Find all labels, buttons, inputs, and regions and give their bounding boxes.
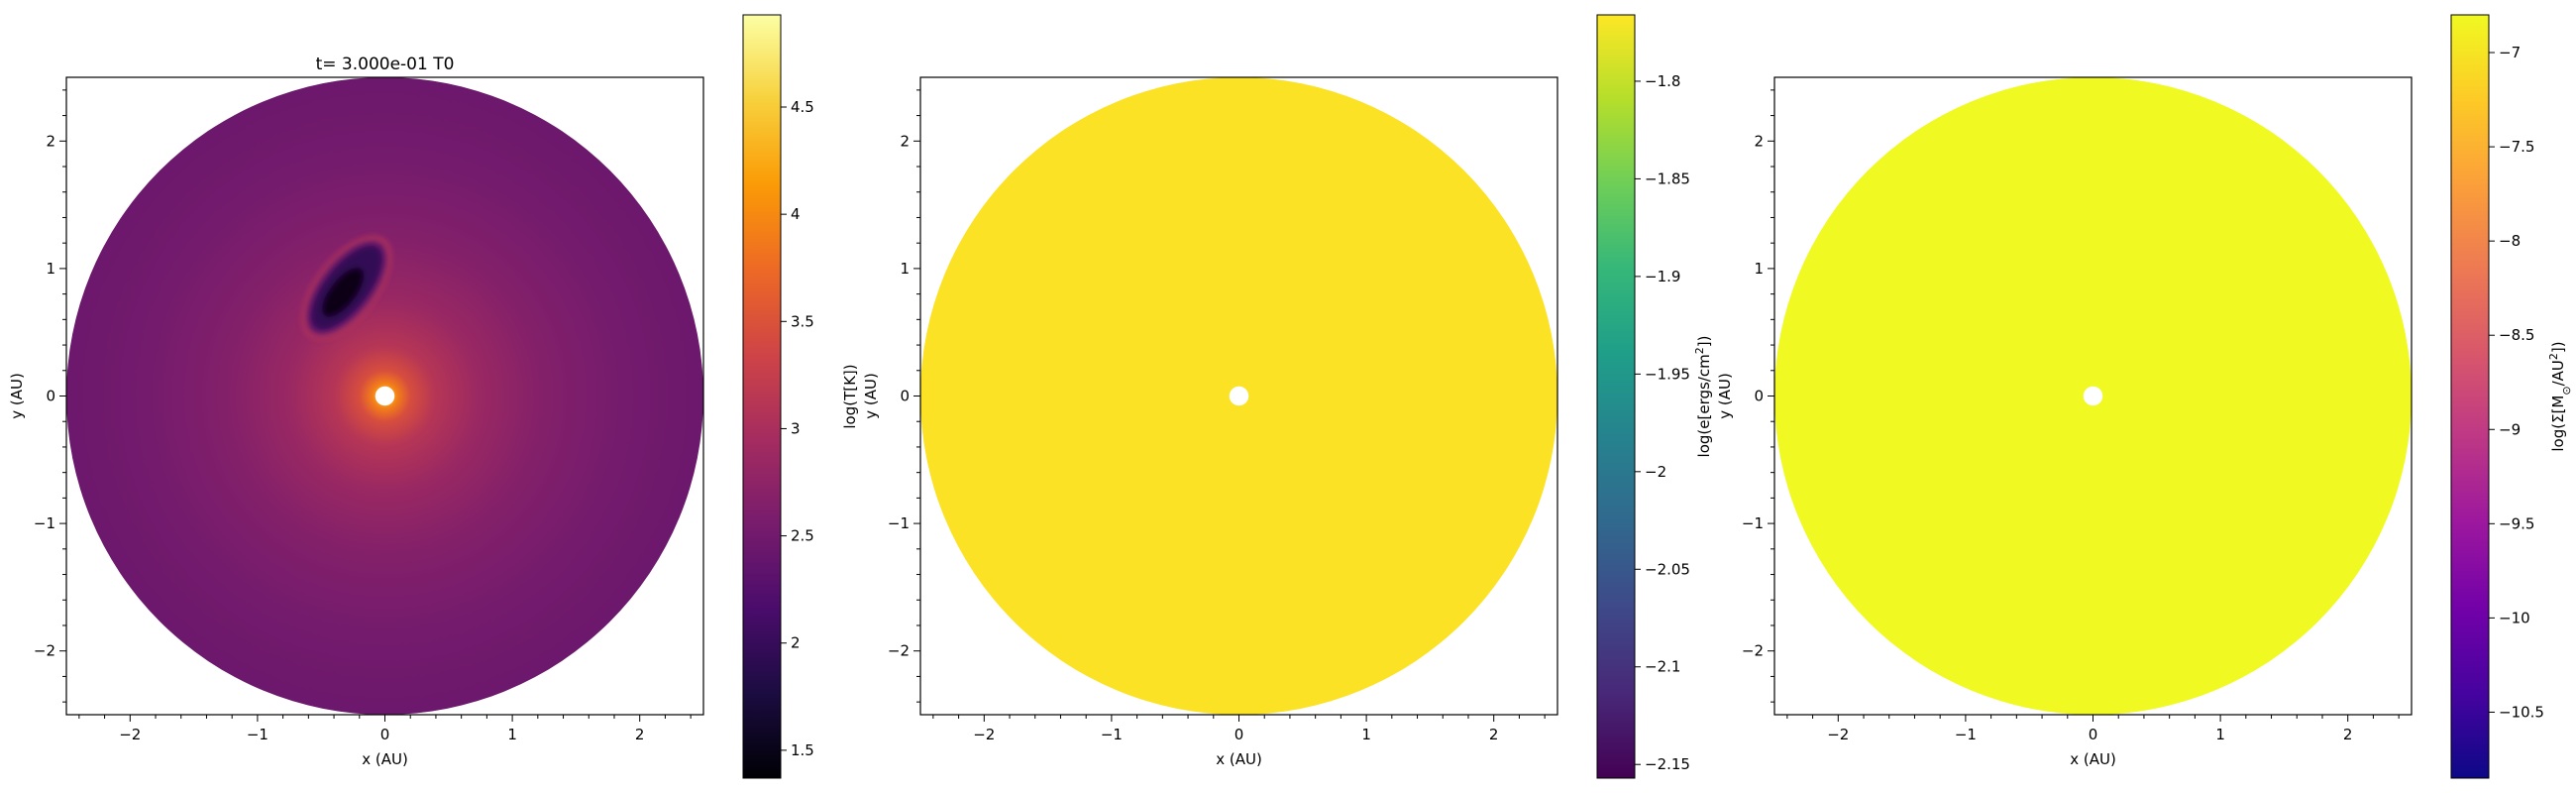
y-tick-label: 1 (46, 260, 55, 278)
colorbar-label: log(e[ergs/cm2]) (1693, 336, 1714, 458)
colorbar-tick-label: 2.5 (791, 527, 814, 545)
y-tick-label: 0 (900, 388, 910, 405)
colorbar-tick-label: −2.1 (1645, 658, 1680, 676)
y-tick-label: −2 (888, 642, 910, 660)
colorbar-tick-label: −9.5 (2499, 514, 2534, 532)
y-tick-label: −1 (888, 514, 910, 532)
x-tick-label: −1 (247, 726, 268, 743)
y-tick-label: 0 (1754, 388, 1764, 405)
x-tick-label: −2 (973, 726, 995, 743)
y-axis-label: y (AU) (862, 373, 880, 419)
colorbar (742, 14, 782, 779)
x-tick-label: 1 (2215, 726, 2225, 743)
y-tick-label: −1 (1742, 514, 1764, 532)
central-hole (2083, 386, 2103, 406)
colorbar-tick-label: −1.95 (1645, 365, 1690, 383)
x-tick-label: 1 (1361, 726, 1371, 743)
y-tick-label: 2 (900, 132, 910, 150)
colorbar-tick-label: −10.5 (2499, 703, 2544, 721)
colorbar (1596, 14, 1636, 779)
x-tick-label: 1 (507, 726, 517, 743)
x-tick-label: −1 (1955, 726, 1977, 743)
plot-title: t= 3.000e-01 T0 (316, 55, 455, 74)
cold-blob (301, 235, 392, 340)
colorbar-tick-label: −7 (2499, 44, 2521, 61)
temperature-panel: t= 3.000e-01 T0 −2 −1 0 1 2 −2 −1 0 1 2 x (AU) y (AU… (8, 14, 859, 779)
disk-field (1774, 77, 2412, 715)
colorbar-tick-label: 2 (791, 634, 801, 652)
y-tick-label: −2 (34, 642, 55, 660)
x-tick-label: −2 (119, 726, 141, 743)
y-tick-label: 2 (1754, 132, 1764, 150)
x-tick-label: 2 (1489, 726, 1499, 743)
y-axis-label: y (AU) (8, 373, 26, 419)
y-tick-label: 1 (1754, 260, 1764, 278)
colorbar-tick-label: −1.85 (1645, 170, 1690, 187)
disk-field (920, 77, 1557, 715)
y-tick-label: 0 (46, 388, 55, 405)
x-tick-label: 2 (2343, 726, 2353, 743)
colorbar-tick-label: −10 (2499, 609, 2530, 626)
x-tick-label: 2 (635, 726, 645, 743)
colorbar-tick-label: 1.5 (791, 741, 814, 759)
x-tick-label: −2 (1827, 726, 1849, 743)
x-axis-label: x (AU) (1216, 750, 1262, 768)
colorbar-tick-label: −7.5 (2499, 138, 2534, 156)
x-tick-label: 0 (380, 726, 390, 743)
x-axis-label: x (AU) (2070, 750, 2116, 768)
y-tick-label: −1 (34, 514, 55, 532)
colorbar-tick-label: 4.5 (791, 98, 814, 116)
x-tick-label: −1 (1101, 726, 1123, 743)
colorbar-tick-label: 4 (791, 205, 801, 223)
central-hole (375, 386, 395, 406)
colorbar-tick-label: −1.8 (1645, 72, 1680, 90)
y-axis-label: y (AU) (1716, 373, 1734, 419)
disk-field (66, 77, 703, 715)
colorbar-tick-label: −2.05 (1645, 560, 1690, 578)
energy-panel: −2 −1 0 1 2 −2 −1 0 1 2 x (AU) y (AU) −1.8 −1.85 −1.9 −… (862, 14, 1714, 779)
x-tick-label: 0 (2089, 726, 2098, 743)
colorbar-label: log(Σ[M⊙/AU2]) (2547, 341, 2573, 451)
colorbar-tick-label: −9 (2499, 420, 2521, 438)
colorbar-tick-label: −1.9 (1645, 268, 1680, 285)
colorbar-tick-label: 3 (791, 419, 801, 437)
y-tick-label: 2 (46, 132, 55, 150)
colorbar-tick-label: −8.5 (2499, 326, 2534, 344)
x-tick-label: 0 (1234, 726, 1244, 743)
colorbar-tick-label: −2 (1645, 463, 1666, 481)
central-hole (1229, 386, 1249, 406)
x-axis-label: x (AU) (362, 750, 408, 768)
colorbar-label: log(T[K]) (841, 364, 859, 428)
colorbar-tick-label: −2.15 (1645, 755, 1690, 773)
y-tick-label: 1 (900, 260, 910, 278)
y-tick-label: −2 (1742, 642, 1764, 660)
colorbar (2450, 14, 2490, 779)
colorbar-tick-label: 3.5 (791, 312, 814, 330)
colorbar-tick-label: −8 (2499, 232, 2521, 250)
